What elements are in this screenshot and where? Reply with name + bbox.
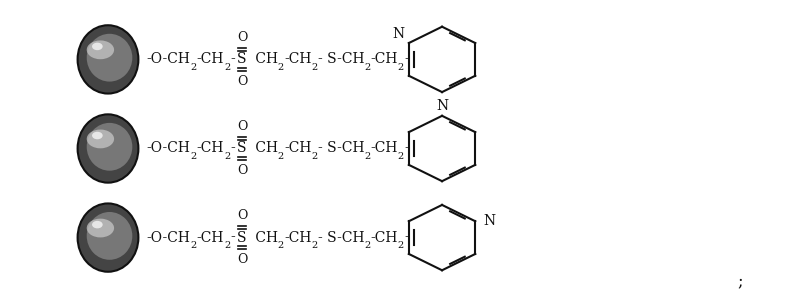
Text: - S-CH: - S-CH: [318, 141, 364, 156]
Text: S: S: [238, 230, 247, 245]
Text: -CH: -CH: [370, 141, 398, 156]
Text: 2: 2: [364, 63, 370, 72]
Ellipse shape: [78, 25, 138, 94]
Text: 2: 2: [398, 152, 404, 161]
Text: -O-CH: -O-CH: [146, 230, 190, 245]
Text: -O-CH: -O-CH: [146, 141, 190, 156]
Text: 2: 2: [224, 63, 230, 72]
Text: -CH: -CH: [284, 52, 311, 67]
Text: O: O: [237, 253, 247, 266]
Text: -: -: [230, 52, 235, 67]
Text: CH: CH: [251, 230, 278, 245]
Text: - S-CH: - S-CH: [318, 52, 364, 67]
Text: 2: 2: [311, 241, 318, 250]
Text: - S-CH: - S-CH: [318, 230, 364, 245]
Text: 2: 2: [364, 152, 370, 161]
Text: N: N: [436, 99, 448, 113]
Text: 2: 2: [224, 152, 230, 161]
Text: -: -: [230, 230, 235, 245]
Ellipse shape: [86, 219, 114, 237]
Text: -CH: -CH: [284, 141, 311, 156]
Text: CH: CH: [251, 141, 278, 156]
Text: 2: 2: [190, 152, 197, 161]
Text: 2: 2: [224, 241, 230, 250]
Text: -: -: [404, 230, 409, 245]
Text: O: O: [237, 164, 247, 177]
Text: O: O: [237, 120, 247, 133]
Ellipse shape: [92, 132, 102, 139]
Text: -: -: [404, 141, 409, 156]
Text: -CH: -CH: [197, 52, 224, 67]
Text: -: -: [230, 141, 235, 156]
Text: 2: 2: [364, 241, 370, 250]
Text: 2: 2: [311, 63, 318, 72]
Text: S: S: [238, 141, 247, 156]
Text: -CH: -CH: [284, 230, 311, 245]
Ellipse shape: [86, 40, 114, 59]
Text: O: O: [237, 209, 247, 222]
Text: 2: 2: [398, 241, 404, 250]
Text: -CH: -CH: [370, 52, 398, 67]
Ellipse shape: [86, 129, 114, 148]
Text: 2: 2: [278, 152, 284, 161]
Text: 2: 2: [278, 63, 284, 72]
Text: S: S: [238, 52, 247, 67]
Text: -CH: -CH: [197, 141, 224, 156]
Text: ;: ;: [738, 272, 742, 289]
Ellipse shape: [86, 212, 132, 260]
Text: N: N: [483, 214, 495, 228]
Text: -CH: -CH: [370, 230, 398, 245]
Text: -O-CH: -O-CH: [146, 52, 190, 67]
Ellipse shape: [86, 34, 132, 82]
Text: 2: 2: [398, 63, 404, 72]
Text: 2: 2: [311, 152, 318, 161]
Text: CH: CH: [251, 52, 278, 67]
Text: 2: 2: [278, 241, 284, 250]
Ellipse shape: [78, 114, 138, 183]
Text: 2: 2: [190, 241, 197, 250]
Text: N: N: [393, 27, 405, 41]
Text: O: O: [237, 75, 247, 88]
Text: -: -: [404, 52, 409, 67]
Text: O: O: [237, 31, 247, 44]
Ellipse shape: [86, 123, 132, 171]
Text: 2: 2: [190, 63, 197, 72]
Ellipse shape: [92, 221, 102, 228]
Text: -CH: -CH: [197, 230, 224, 245]
Ellipse shape: [92, 43, 102, 50]
Ellipse shape: [78, 203, 138, 272]
